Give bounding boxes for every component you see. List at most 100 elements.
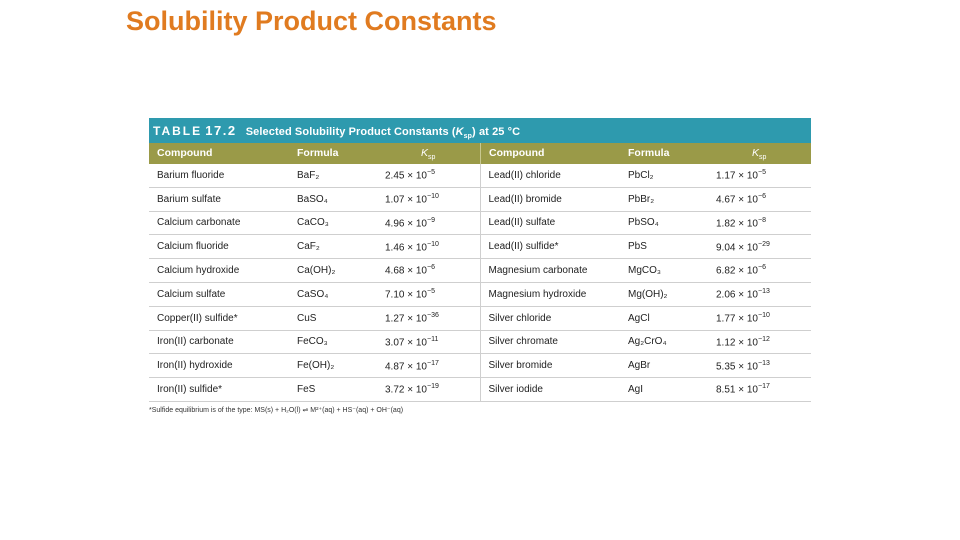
ksp-cell: 1.07 × 10−10 <box>385 187 481 212</box>
compound-cell: Silver chloride <box>480 306 628 331</box>
ksp-cell: 3.72 × 10−19 <box>385 377 481 402</box>
compound-cell: Calcium sulfate <box>149 282 297 307</box>
compound-cell: Barium sulfate <box>149 187 297 212</box>
ksp-mantissa: 1.17 <box>716 170 736 182</box>
formula-cell: CaSO₄ <box>297 282 385 307</box>
col-formula-right: Formula <box>628 147 670 159</box>
ksp-times: × 10 <box>738 289 758 301</box>
compound-cell: Silver iodide <box>480 377 628 402</box>
ksp-mantissa: 1.27 <box>385 313 405 325</box>
caption-k-sub: sp <box>463 133 473 141</box>
ksp-mantissa: 4.67 <box>716 194 736 206</box>
ksp-times: × 10 <box>407 265 427 277</box>
ksp-times: × 10 <box>738 265 758 277</box>
ksp-exponent: −6 <box>758 193 766 201</box>
compound-cell: Iron(II) sulfide* <box>149 377 297 402</box>
table-row: Barium fluoride BaF₂ 2.45 × 10−5 Lead(II) c… <box>149 164 811 188</box>
formula-cell: Mg(OH)₂ <box>628 282 716 307</box>
ksp-cell: 1.82 × 10−8 <box>716 211 811 236</box>
ksp-table: TABLE 17.2 Selected Solubility Product C… <box>149 118 811 414</box>
col-compound-right: Compound <box>480 143 628 164</box>
ksp-mantissa: 4.96 <box>385 218 405 230</box>
ksp-exponent: −9 <box>427 216 435 224</box>
formula-cell: PbSO₄ <box>628 211 716 236</box>
col-formula-left: Formula <box>297 147 339 159</box>
ksp-cell: 8.51 × 10−17 <box>716 377 811 402</box>
ksp-exponent: −13 <box>758 359 770 367</box>
ksp-exponent: −5 <box>427 169 435 177</box>
ksp-exponent: −17 <box>758 383 770 391</box>
formula-cell: Ca(OH)₂ <box>297 258 385 283</box>
ksp-exponent: −29 <box>758 240 770 248</box>
ksp-mantissa: 1.07 <box>385 194 405 206</box>
table-row: Iron(II) carbonate FeCO₃ 3.07 × 10−11 Silve… <box>149 330 811 355</box>
formula-cell: PbCl₂ <box>628 164 716 188</box>
ksp-exponent: −13 <box>758 288 770 296</box>
ksp-times: × 10 <box>738 337 758 349</box>
formula-cell: CaCO₃ <box>297 211 385 236</box>
ksp-cell: 4.96 × 10−9 <box>385 211 481 236</box>
ksp-cell: 4.67 × 10−6 <box>716 187 811 212</box>
ksp-mantissa: 6.82 <box>716 265 736 277</box>
formula-cell: AgCl <box>628 306 716 331</box>
formula-cell: BaSO₄ <box>297 187 385 212</box>
formula-cell: FeS <box>297 377 385 402</box>
compound-cell: Silver bromide <box>480 353 628 379</box>
ksp-cell: 1.27 × 10−36 <box>385 306 481 331</box>
ksp-cell: 2.45 × 10−5 <box>385 164 481 188</box>
col-ksp-right-k: K <box>752 147 760 159</box>
caption-number: 17.2 <box>205 123 237 138</box>
ksp-mantissa: 1.46 <box>385 241 405 253</box>
ksp-mantissa: 1.82 <box>716 218 736 230</box>
formula-cell: AgBr <box>628 353 716 379</box>
ksp-mantissa: 5.35 <box>716 360 736 372</box>
ksp-exponent: −10 <box>758 312 770 320</box>
column-header-row: Compound Formula Ksp Compound Formula Ks… <box>149 143 811 164</box>
ksp-mantissa: 4.87 <box>385 360 405 372</box>
table-footnote: *Sulfide equilibrium is of the type: MS(… <box>149 406 404 414</box>
ksp-times: × 10 <box>738 360 758 372</box>
ksp-exponent: −5 <box>758 169 766 177</box>
table-row: Copper(II) sulfide* CuS 1.27 × 10−36 Silver… <box>149 306 811 331</box>
ksp-cell: 3.07 × 10−11 <box>385 330 481 355</box>
formula-cell: MgCO₃ <box>628 258 716 283</box>
ksp-cell: 4.87 × 10−17 <box>385 353 481 379</box>
ksp-cell: 1.46 × 10−10 <box>385 234 481 260</box>
ksp-exponent: −5 <box>427 288 435 296</box>
ksp-cell: 1.77 × 10−10 <box>716 306 811 331</box>
caption-prefix: TABLE <box>153 124 203 138</box>
compound-cell: Silver chromate <box>480 330 628 355</box>
compound-cell: Copper(II) sulfide* <box>149 306 297 331</box>
table-row: Calcium sulfate CaSO₄ 7.10 × 10−5 Magnesium… <box>149 282 811 307</box>
ksp-times: × 10 <box>407 360 427 372</box>
ksp-mantissa: 3.72 <box>385 384 405 396</box>
formula-cell: Ag₂CrO₄ <box>628 330 716 355</box>
ksp-mantissa: 8.51 <box>716 384 736 396</box>
ksp-times: × 10 <box>407 384 427 396</box>
compound-cell: Lead(II) chloride <box>480 164 628 188</box>
ksp-times: × 10 <box>407 337 427 349</box>
ksp-times: × 10 <box>738 170 758 182</box>
compound-cell: Iron(II) carbonate <box>149 330 297 355</box>
col-ksp-left-sub: sp <box>428 154 436 162</box>
ksp-cell: 6.82 × 10−6 <box>716 258 811 283</box>
ksp-times: × 10 <box>407 313 427 325</box>
table-row: Iron(II) hydroxide Fe(OH)₂ 4.87 × 10−17 Sil… <box>149 353 811 379</box>
ksp-mantissa: 1.12 <box>716 337 736 349</box>
formula-cell: BaF₂ <box>297 164 385 188</box>
formula-cell: CaF₂ <box>297 234 385 260</box>
formula-cell: AgI <box>628 377 716 402</box>
ksp-exponent: −12 <box>758 335 770 343</box>
ksp-mantissa: 2.45 <box>385 170 405 182</box>
ksp-cell: 4.68 × 10−6 <box>385 258 481 283</box>
ksp-cell: 5.35 × 10−13 <box>716 353 811 379</box>
ksp-cell: 9.04 × 10−29 <box>716 234 811 260</box>
ksp-mantissa: 9.04 <box>716 241 736 253</box>
ksp-times: × 10 <box>407 194 427 206</box>
ksp-exponent: −10 <box>427 240 439 248</box>
ksp-times: × 10 <box>407 218 427 230</box>
formula-cell: FeCO₃ <box>297 330 385 355</box>
compound-cell: Calcium hydroxide <box>149 258 297 283</box>
ksp-cell: 1.17 × 10−5 <box>716 164 811 188</box>
table-row: Barium sulfate BaSO₄ 1.07 × 10−10 Lead(II) … <box>149 187 811 212</box>
